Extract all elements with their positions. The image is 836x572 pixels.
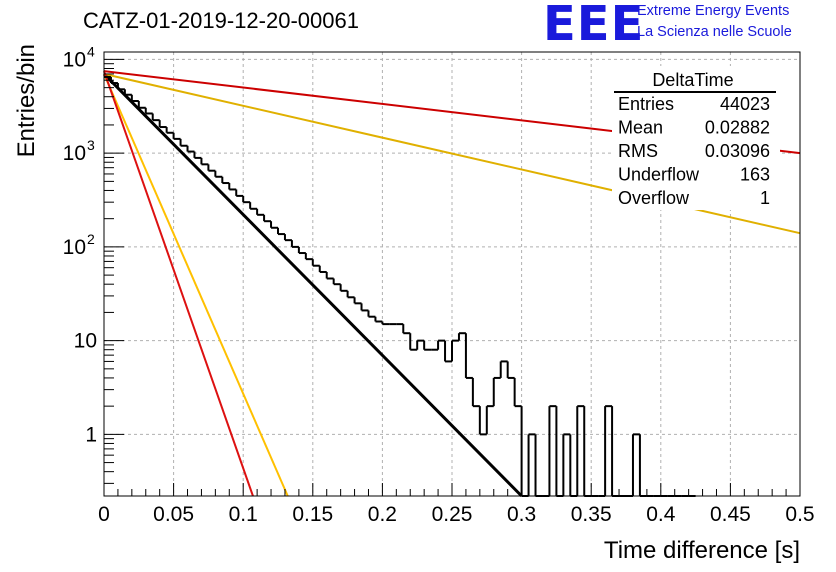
x-tick-label: 0.1 xyxy=(229,503,258,526)
stats-row-label: Underflow xyxy=(618,165,700,185)
y-tick-exponent: 3 xyxy=(87,137,95,153)
stats-box-title: DeltaTime xyxy=(652,70,733,90)
x-tick-label: 0 xyxy=(98,503,110,526)
histogram-series xyxy=(104,75,696,497)
y-tick-exponent: 2 xyxy=(87,231,95,247)
y-axis-label: Entries/bin xyxy=(13,44,40,157)
stats-row-value: 1 xyxy=(760,188,770,208)
fit-line xyxy=(102,72,523,498)
stats-box: DeltaTime Entries 44023 Mean 0.02882 RMS 0.03… xyxy=(612,66,780,210)
y-tick-exponent: 4 xyxy=(87,43,95,59)
y-tick-label: 10 xyxy=(74,330,97,353)
stats-box-rows: Entries 44023 Mean 0.02882 RMS 0.03096Underfl… xyxy=(618,94,770,208)
stats-row-label: RMS xyxy=(618,141,658,161)
stats-row-value: 0.03096 xyxy=(705,141,770,161)
x-tick-label: 0.45 xyxy=(710,503,751,526)
y-tick-label: 10 xyxy=(63,48,86,71)
x-tick-label: 0.05 xyxy=(153,503,194,526)
x-tick-label: 0.5 xyxy=(785,503,814,526)
run-title: CATZ-01-2019-12-20-00061 xyxy=(83,8,359,33)
stats-row-label: Entries xyxy=(618,94,674,114)
x-tick-label: 0.15 xyxy=(292,503,333,526)
stats-box-background xyxy=(612,66,780,210)
y-tick-label: 10 xyxy=(63,236,86,259)
stats-row-label: Overflow xyxy=(618,188,690,208)
stats-row-value: 163 xyxy=(740,165,770,185)
x-tick-label: 0.2 xyxy=(368,503,397,526)
y-tick-label: 10 xyxy=(63,142,86,165)
logo-subtitle-line2: La Scienza nelle Scuole xyxy=(637,24,792,40)
fit-line xyxy=(103,70,254,497)
x-tick-label: 0.3 xyxy=(507,503,536,526)
x-axis-label: Time difference [s] xyxy=(604,537,800,564)
y-tick-label: 1 xyxy=(85,423,97,446)
fit-line xyxy=(103,73,289,497)
x-axis-ticks: 0 0.05 0.1 0.15 0.2 0.25 0.3 0.35 0.4 0.45 0.5 xyxy=(98,483,815,526)
stats-row-value: 0.02882 xyxy=(705,118,770,138)
logo-subtitle-line1: Extreme Energy Events xyxy=(637,3,790,19)
stats-row-value: 44023 xyxy=(720,94,770,114)
x-tick-label: 0.4 xyxy=(646,503,676,526)
stats-row-label: Mean xyxy=(618,118,663,138)
eee-logo: EEE xyxy=(543,0,645,52)
x-tick-label: 0.35 xyxy=(571,503,612,526)
x-tick-label: 0.25 xyxy=(432,503,473,526)
